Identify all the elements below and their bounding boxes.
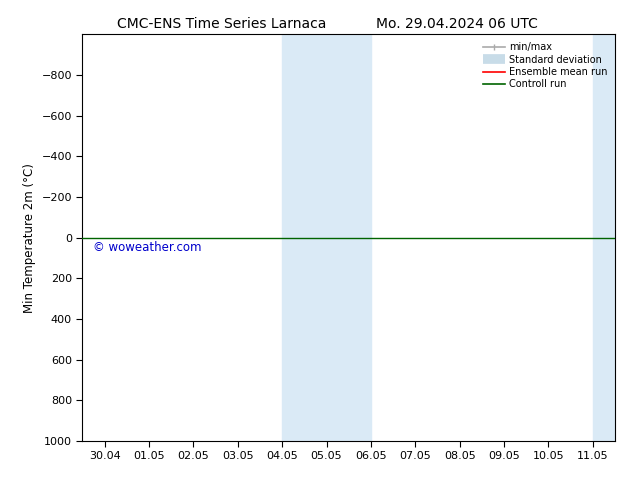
Bar — [327, 34, 371, 441]
Text: © woweather.com: © woweather.com — [93, 241, 202, 253]
Y-axis label: Min Temperature 2m (°C): Min Temperature 2m (°C) — [23, 163, 36, 313]
Legend: min/max, Standard deviation, Ensemble mean run, Controll run: min/max, Standard deviation, Ensemble me… — [481, 39, 610, 92]
Bar — [593, 34, 617, 441]
Text: CMC-ENS Time Series Larnaca: CMC-ENS Time Series Larnaca — [117, 17, 327, 31]
Bar — [282, 34, 327, 441]
Text: Mo. 29.04.2024 06 UTC: Mo. 29.04.2024 06 UTC — [375, 17, 538, 31]
